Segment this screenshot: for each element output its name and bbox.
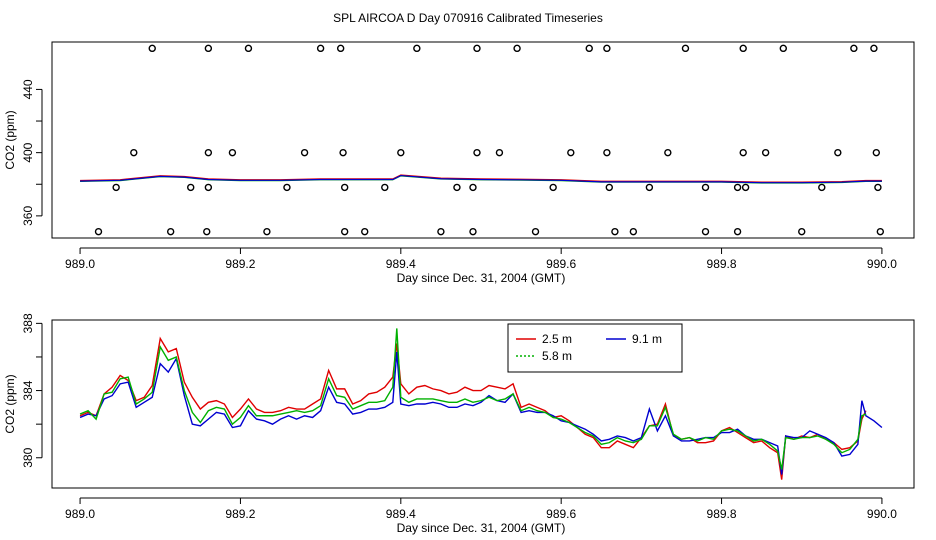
marker-point [381,183,389,192]
y-axis-label: CO2 (ppm) [3,110,17,169]
marker-point [263,227,271,236]
marker-point [340,227,349,236]
marker-point [874,183,882,192]
marker-point [876,227,885,236]
marker-point [567,148,575,157]
x-tick-label: 989.0 [65,257,95,271]
marker-point [585,44,593,53]
marker-point [798,227,806,236]
x-axis-label: Day since Dec. 31, 2004 (GMT) [397,271,566,285]
marker-point [629,227,638,236]
x-tick-label: 989.4 [386,257,416,271]
legend-label: 2.5 m [542,332,572,346]
marker-point [228,148,237,157]
plot-frame [51,41,915,239]
marker-point [204,148,213,157]
marker-point [361,227,369,236]
marker-point [834,148,842,157]
marker-point [733,183,742,192]
marker-point [603,44,611,53]
marker-point [283,183,291,192]
marker-point [495,148,504,157]
marker-point [611,227,619,236]
marker-point [204,183,213,192]
y-tick-label: 400 [21,142,35,162]
x-tick-label: 989.4 [386,507,416,521]
marker-point [166,227,175,236]
marker-point [605,183,613,192]
marker-point [453,183,461,192]
marker-point [701,183,710,192]
marker-point [469,183,477,192]
marker-point [413,44,421,53]
marker-point [513,44,521,53]
marker-point [130,148,138,157]
legend-label: 5.8 m [542,349,572,363]
marker-point [300,148,309,157]
marker-point [549,183,557,192]
x-tick-label: 989.8 [707,507,737,521]
marker-point [870,44,878,53]
series-line-25m [79,336,867,480]
marker-point [818,183,826,192]
series-line-91m [79,351,883,475]
marker-point [437,227,445,236]
x-tick-label: 989.2 [225,507,255,521]
marker-point [739,148,747,157]
marker-point [681,44,690,53]
marker-point [397,148,405,157]
series-line-58m [79,328,867,470]
marker-point [603,148,611,157]
x-axis-label: Day since Dec. 31, 2004 (GMT) [397,521,566,535]
plot-frame [51,319,915,489]
marker-point [244,44,253,53]
x-tick-label: 989.8 [707,257,737,271]
marker-point [779,44,787,53]
legend: 2.5 m 5.8 m 9.1 m [507,323,683,373]
marker-point [203,227,211,236]
marker-point [741,183,750,192]
marker-point [316,44,325,53]
marker-point [204,44,213,53]
x-tick-label: 989.6 [546,257,576,271]
x-tick-label: 989.2 [225,257,255,271]
y-axis-label: CO2 (ppm) [3,374,17,433]
y-tick-label: 360 [21,206,35,226]
marker-point [850,44,858,53]
x-tick-label: 990.0 [867,257,897,271]
upper-series-line [80,174,882,184]
marker-point [739,44,747,53]
marker-point [473,44,481,53]
upper-series-line [80,174,882,183]
legend-label: 9.1 m [632,332,662,346]
marker-point [187,183,195,192]
upper-panel: 989.0 989.2 989.4 989.6 989.8 990.0 Day since … [3,41,915,285]
marker-point [872,148,881,157]
marker-point [94,227,103,236]
marker-point [761,148,770,157]
marker-point [148,44,156,53]
marker-point [473,148,481,157]
x-tick-label: 989.6 [546,507,576,521]
marker-point [469,227,477,236]
legend-box [507,323,683,373]
marker-point [701,227,710,236]
lower-panel: 989.0 989.2 989.4 989.6 989.8 990.0 Day since … [3,313,915,535]
x-tick-label: 989.0 [65,507,95,521]
marker-point [112,183,120,192]
marker-point [664,148,672,157]
y-tick-label: 384 [21,380,35,400]
marker-point [340,183,349,192]
marker-point [645,183,654,192]
y-tick-label: 440 [21,79,35,99]
marker-point [531,227,540,236]
x-tick-label: 990.0 [867,507,897,521]
marker-point [733,227,742,236]
y-tick-label: 388 [21,313,35,333]
marker-point [339,148,347,157]
marker-point [336,44,345,53]
y-tick-label: 380 [21,447,35,467]
figure-title: SPL AIRCOA D Day 070916 Calibrated Times… [333,11,603,25]
